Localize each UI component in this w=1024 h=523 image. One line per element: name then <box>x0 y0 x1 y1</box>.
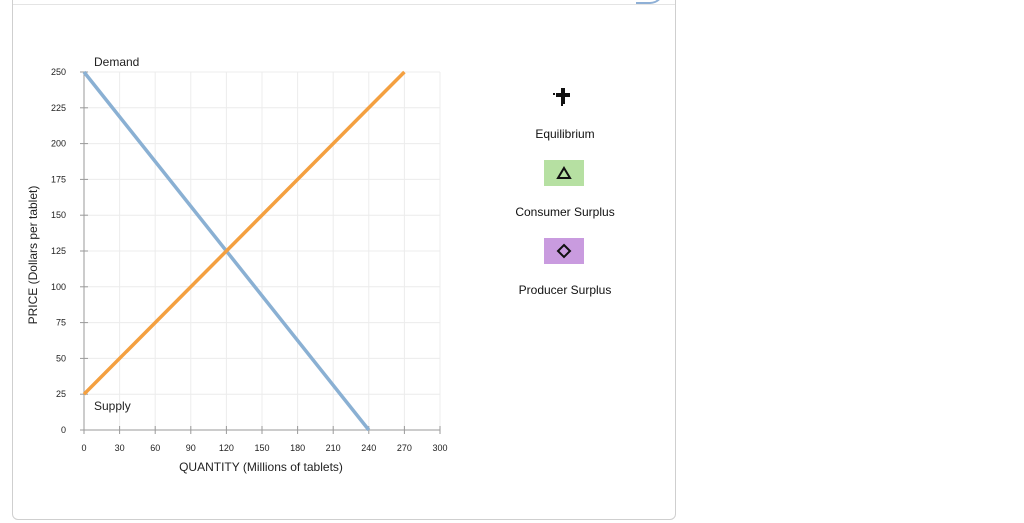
equilibrium-label: Equilibrium <box>535 127 595 141</box>
y-tick-label: 100 <box>51 282 66 292</box>
consumer-surplus-label: Consumer Surplus <box>515 205 615 219</box>
supply-curve[interactable] <box>82 70 406 396</box>
x-tick-label: 90 <box>186 443 196 453</box>
header-divider <box>13 4 675 5</box>
x-tick-label: 180 <box>290 443 305 453</box>
x-tick-label: 0 <box>81 443 86 453</box>
x-tick-label: 240 <box>361 443 376 453</box>
tick-labels: 0 30 60 90 120 150 180 210 240 270 300 0 25 50 75 100 12… <box>51 67 448 453</box>
y-tick-label: 225 <box>51 103 66 113</box>
x-axis-label: QUANTITY (Millions of tablets) <box>179 460 343 474</box>
triangle-icon <box>556 166 572 179</box>
y-tick-label: 50 <box>56 353 66 363</box>
consumer-surplus-tool[interactable] <box>544 160 584 186</box>
x-tick-label: 210 <box>326 443 341 453</box>
y-tick-label: 75 <box>56 318 66 328</box>
y-tick-label: 0 <box>61 425 66 435</box>
ticks <box>80 71 441 434</box>
y-tick-label: 250 <box>51 67 66 77</box>
x-tick-label: 150 <box>254 443 269 453</box>
y-tick-label: 25 <box>56 389 66 399</box>
plus-icon <box>553 88 570 106</box>
y-tick-label: 175 <box>51 174 66 184</box>
y-tick-label: 150 <box>51 210 66 220</box>
x-tick-label: 120 <box>219 443 234 453</box>
producer-surplus-tool[interactable] <box>544 238 584 264</box>
series-lines[interactable] <box>82 70 406 432</box>
x-tick-label: 60 <box>150 443 160 453</box>
diamond-icon <box>556 243 572 259</box>
demand-curve-label: Demand <box>94 55 139 69</box>
x-tick-label: 30 <box>115 443 125 453</box>
y-tick-label: 200 <box>51 139 66 149</box>
x-tick-label: 300 <box>432 443 447 453</box>
y-axis-label: PRICE (Dollars per tablet) <box>26 185 40 325</box>
x-tick-label: 270 <box>397 443 412 453</box>
supply-curve-label: Supply <box>94 399 131 413</box>
equilibrium-tool[interactable] <box>553 86 575 113</box>
y-tick-label: 125 <box>51 246 66 256</box>
grid <box>84 71 441 430</box>
producer-surplus-label: Producer Surplus <box>518 283 612 297</box>
